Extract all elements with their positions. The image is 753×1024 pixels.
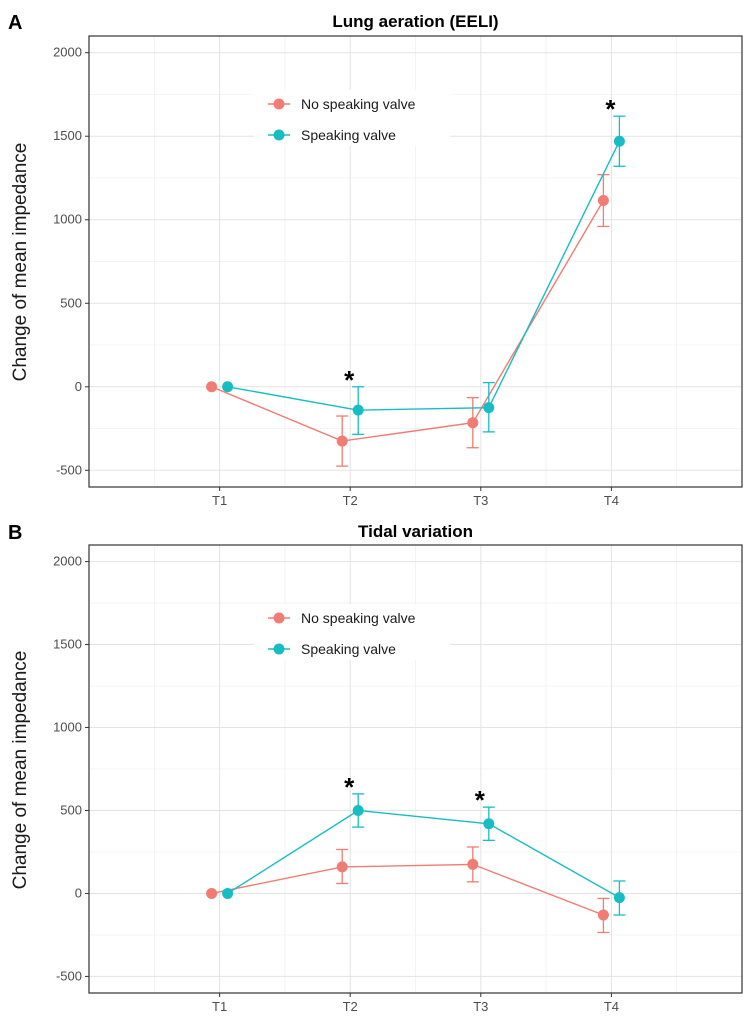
data-point (597, 909, 609, 921)
y-tick-label: 1500 (53, 637, 82, 652)
data-point (483, 402, 495, 414)
x-tick-label: T4 (604, 493, 619, 508)
series-line-speaking-valve (227, 809, 620, 899)
legend-entry-no-speaking-valve: No speaking valve (268, 96, 416, 112)
x-tick-label: T1 (212, 493, 227, 508)
x-tick-label: T2 (343, 999, 358, 1014)
data-point (336, 861, 348, 873)
legend-key-point (273, 612, 285, 624)
legend-key-point (273, 98, 285, 110)
chart-title: Lung aeration (EELI) (332, 12, 498, 31)
legend-label: No speaking valve (301, 96, 416, 112)
data-point (467, 858, 479, 870)
x-tick-label: T3 (473, 999, 488, 1014)
x-tick-label: T4 (604, 999, 619, 1014)
y-tick-label: 1000 (53, 212, 82, 227)
y-tick-label: 500 (60, 802, 82, 817)
legend-entry-no-speaking-valve: No speaking valve (268, 610, 416, 626)
legend-key-point (273, 129, 285, 141)
data-point (222, 887, 234, 899)
x-tick-label: T2 (343, 493, 358, 508)
data-point (597, 195, 609, 207)
data-point (352, 404, 364, 416)
data-point (467, 417, 479, 429)
significance-marker: * (605, 94, 616, 124)
data-point (222, 381, 234, 393)
legend-entry-speaking-valve: Speaking valve (268, 641, 396, 657)
y-tick-label: 1500 (53, 128, 82, 143)
legend-entry-speaking-valve: Speaking valve (268, 127, 396, 143)
legend-box (254, 90, 450, 146)
y-tick-label: 1000 (53, 720, 82, 735)
legend-key-point (273, 643, 285, 655)
legend-label: No speaking valve (301, 610, 416, 626)
panel-letter: A (8, 12, 22, 34)
significance-marker: * (344, 772, 355, 802)
significance-marker: * (475, 785, 486, 815)
x-tick-label: T1 (212, 999, 227, 1014)
data-point (352, 804, 364, 816)
panel-border (88, 35, 743, 488)
series-line-speaking-valve (227, 140, 621, 411)
y-tick-label: -500 (56, 462, 82, 477)
data-point (206, 887, 218, 899)
chart-title: Tidal variation (358, 522, 473, 541)
legend-label: Speaking valve (301, 127, 396, 143)
series-line-no-speaking-valve (211, 200, 605, 442)
y-tick-label: 500 (60, 295, 82, 310)
y-tick-label: 2000 (53, 45, 82, 60)
y-tick-label: 0 (75, 379, 82, 394)
y-tick-label: 0 (75, 885, 82, 900)
legend-box (254, 604, 450, 660)
panel-border (88, 544, 743, 994)
y-axis-label: Change of mean impedance (10, 143, 31, 382)
x-tick-label: T3 (473, 493, 488, 508)
data-point (483, 818, 495, 830)
data-point (336, 435, 348, 447)
data-point (206, 381, 218, 393)
series-line-no-speaking-valve (211, 863, 604, 916)
data-point (613, 892, 625, 904)
significance-marker: * (344, 365, 355, 395)
panel-b: -500 0 500 1000 1500 2000 T1 T2 T3 T4 Tidal variat… (8, 522, 743, 1014)
data-point (613, 135, 625, 147)
y-tick-label: 2000 (53, 554, 82, 569)
legend-label: Speaking valve (301, 641, 396, 657)
y-axis-label: Change of mean impedance (10, 651, 31, 890)
panel-a: -500 0 500 1000 1500 2000 T1 T2 T3 T4 Lung aeratio… (8, 12, 743, 508)
panel-letter: B (8, 522, 22, 544)
y-tick-label: -500 (56, 968, 82, 983)
